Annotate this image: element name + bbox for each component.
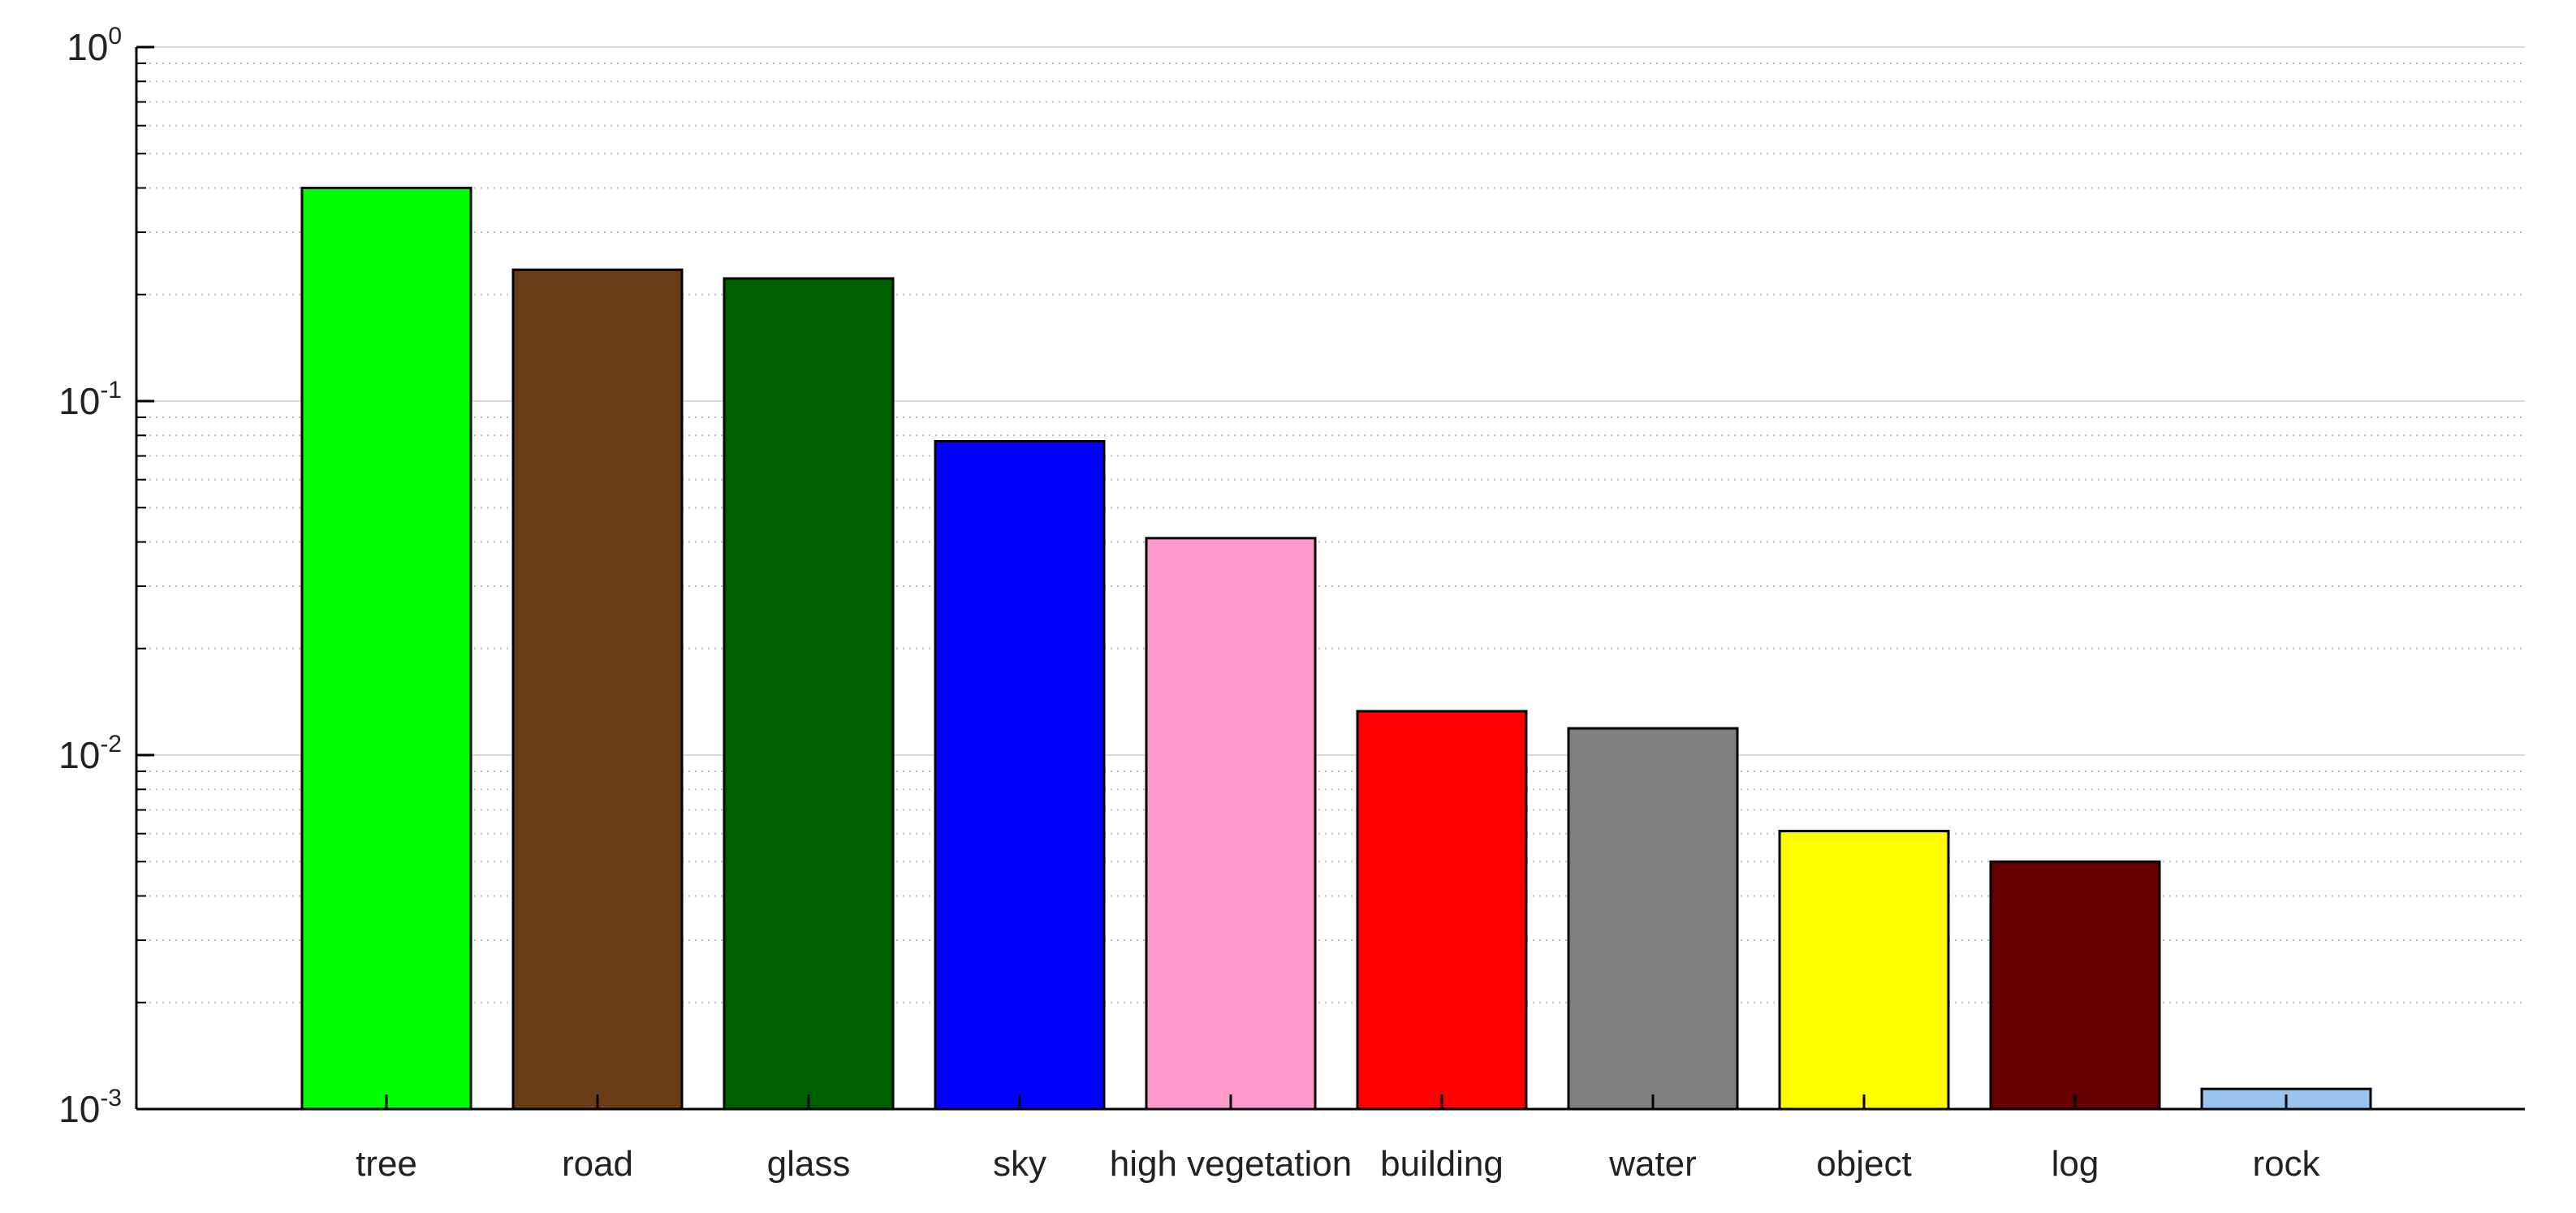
x-tick-label: object xyxy=(1816,1144,1911,1184)
x-tick-label: glass xyxy=(767,1144,851,1184)
x-tick-label: tree xyxy=(356,1144,417,1184)
y-tick-label: 10-3 xyxy=(58,1085,122,1130)
tick-labels: 10-3 10-2 10-1 100 tree road glass sky high vege… xyxy=(58,23,2320,1184)
y-tick-label: 10-2 xyxy=(58,731,122,776)
x-tick-label: sky xyxy=(993,1144,1046,1184)
bar-high-vegetation xyxy=(1145,537,1317,1111)
x-tick-label: rock xyxy=(2252,1144,2320,1184)
x-tick-label: log xyxy=(2052,1144,2099,1184)
axes xyxy=(135,45,2525,1111)
bar-building xyxy=(1356,710,1528,1111)
bars xyxy=(300,187,2372,1111)
bar-glass xyxy=(723,277,895,1111)
bar-road xyxy=(511,268,684,1111)
bar-object xyxy=(1778,830,1950,1111)
bar-sky xyxy=(934,439,1106,1111)
bar-water xyxy=(1567,727,1739,1111)
grid-lines xyxy=(136,46,2525,1004)
y-tick-label: 100 xyxy=(67,23,122,68)
x-tick-label: water xyxy=(1608,1144,1697,1184)
x-tick-label: road xyxy=(562,1144,633,1184)
x-tick-label: building xyxy=(1380,1144,1504,1184)
x-tick-label: high vegetation xyxy=(1110,1144,1352,1184)
bar-tree xyxy=(300,187,472,1111)
bar-log xyxy=(1989,860,2161,1111)
y-tick-label: 10-1 xyxy=(58,377,122,422)
